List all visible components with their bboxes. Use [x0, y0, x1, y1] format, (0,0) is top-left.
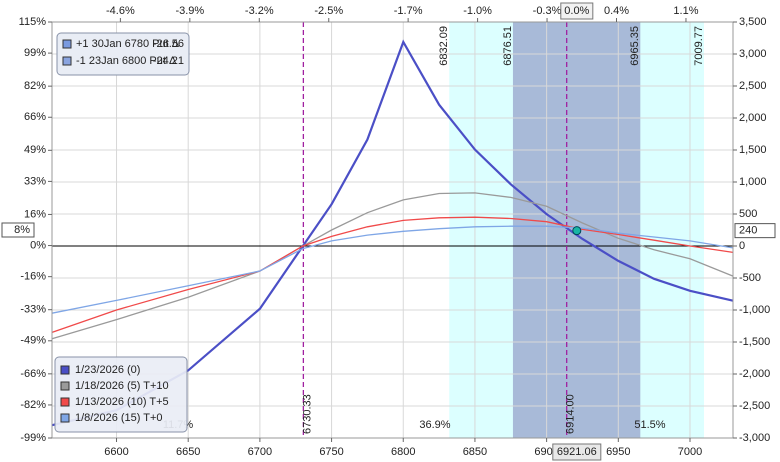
legend-label: 1/13/2026 (10) T+5 [75, 396, 169, 408]
current-value-label: 240 [739, 225, 757, 237]
y2-tick-label: 2,000 [739, 112, 767, 124]
position-label: -1 23Jan 6800 Put Δ [76, 55, 177, 67]
legend-swatch [60, 413, 70, 423]
top-tick-label: 0.4% [604, 5, 629, 17]
current-price-label: 6921.06 [557, 446, 597, 458]
legend-swatch [62, 56, 72, 66]
x-tick-label: 6850 [463, 446, 487, 458]
y-tick-label: 66% [24, 111, 46, 123]
y-tick-label: 0% [30, 239, 46, 251]
band-edge-label: 7009.77 [693, 26, 705, 66]
current-pct-label: 8% [14, 224, 30, 236]
position-delta: -24.21 [153, 55, 184, 67]
band-edge-label: 6832.09 [438, 26, 450, 66]
y2-tick-label: 3,500 [739, 16, 767, 28]
position-label: +1 30Jan 6780 Put Δ [76, 38, 180, 50]
plot-frame [51, 21, 734, 439]
x-tick-label: 7000 [678, 446, 702, 458]
positions-legend: +1 30Jan 6780 Put Δ-26.56 -1 23Jan 6800 P… [56, 32, 190, 76]
y2-tick-label: 500 [739, 208, 757, 220]
y2-tick-label: -1,500 [739, 336, 770, 348]
y-tick-label: -16% [20, 271, 46, 283]
legend-swatch [60, 397, 70, 407]
y2-tick-label: -2,000 [739, 368, 770, 380]
y-tick-label: 49% [24, 144, 46, 156]
top-tick-label: -3.2% [245, 5, 274, 17]
y-tick-label: -66% [20, 368, 46, 380]
y-tick-label: -49% [20, 335, 46, 347]
x-tick-label: 6600 [104, 446, 128, 458]
legend-box [56, 32, 190, 76]
legend-label: 1/8/2026 (15) T+0 [75, 412, 163, 424]
pl-line [51, 192, 734, 340]
marker-label: 6914.00 [565, 394, 577, 434]
y2-tick-label: -3,000 [739, 432, 770, 444]
band-edge-label: 6965.35 [629, 26, 641, 66]
legend-swatch [60, 365, 70, 375]
top-tick-label: -3.9% [175, 5, 204, 17]
pl-line [51, 216, 734, 334]
top-tick-label: 1.1% [673, 5, 698, 17]
current-change-label: 0.0% [564, 5, 589, 17]
x-tick-label: 6950 [606, 446, 630, 458]
y2-tick-label: -500 [739, 272, 761, 284]
y2-tick-label: 3,000 [739, 48, 767, 60]
y-tick-label: 16% [24, 208, 46, 220]
top-tick-label: -1.7% [394, 5, 423, 17]
y-tick-label: 33% [24, 175, 46, 187]
y-tick-label: 99% [24, 47, 46, 59]
band-edge-label: 6876.51 [502, 26, 514, 66]
y-tick-label: 82% [24, 80, 46, 92]
top-tick-label: -4.6% [106, 5, 135, 17]
x-tick-label: 6700 [248, 446, 272, 458]
y-tick-label: -33% [20, 304, 46, 316]
top-tick-label: -1.0% [463, 5, 492, 17]
y2-tick-label: 1,000 [739, 176, 767, 188]
probability-label: 51.5% [634, 419, 665, 431]
x-tick-label: 6650 [176, 446, 200, 458]
y2-tick-label: -1,000 [739, 304, 770, 316]
y-tick-label: -99% [20, 432, 46, 444]
probability-label: 36.9% [419, 419, 450, 431]
legend-swatch [60, 381, 70, 391]
legend-label: 1/23/2026 (0) [75, 364, 140, 376]
x-tick-label: 6800 [391, 446, 415, 458]
pl-line [51, 39, 734, 427]
y2-tick-label: 2,500 [739, 80, 767, 92]
x-tick-label: 6750 [319, 446, 343, 458]
series-legend: 1/23/2026 (0) 1/18/2026 (5) T+10 1/13/2026… [54, 356, 188, 433]
legend-swatch [62, 39, 72, 49]
legend-box [54, 356, 188, 433]
legend-label: 1/18/2026 (5) T+10 [75, 380, 169, 392]
current-value-box [734, 223, 776, 239]
y-tick-label: 115% [19, 16, 47, 28]
y2-tick-label: -2,500 [739, 400, 770, 412]
current-change-box [560, 2, 594, 20]
top-tick-label: -2.5% [314, 5, 343, 17]
marker-label: 6730.33 [301, 394, 313, 434]
position-delta: -26.56 [153, 38, 184, 50]
pl-line [51, 225, 734, 314]
current-pct-box [1, 222, 35, 238]
y2-tick-label: 0 [739, 240, 745, 252]
top-tick-label: -0.3% [533, 5, 562, 17]
current-position [572, 226, 582, 236]
y2-tick-label: 1,500 [739, 144, 767, 156]
current-price-box [552, 443, 602, 461]
y-tick-label: -82% [20, 399, 46, 411]
